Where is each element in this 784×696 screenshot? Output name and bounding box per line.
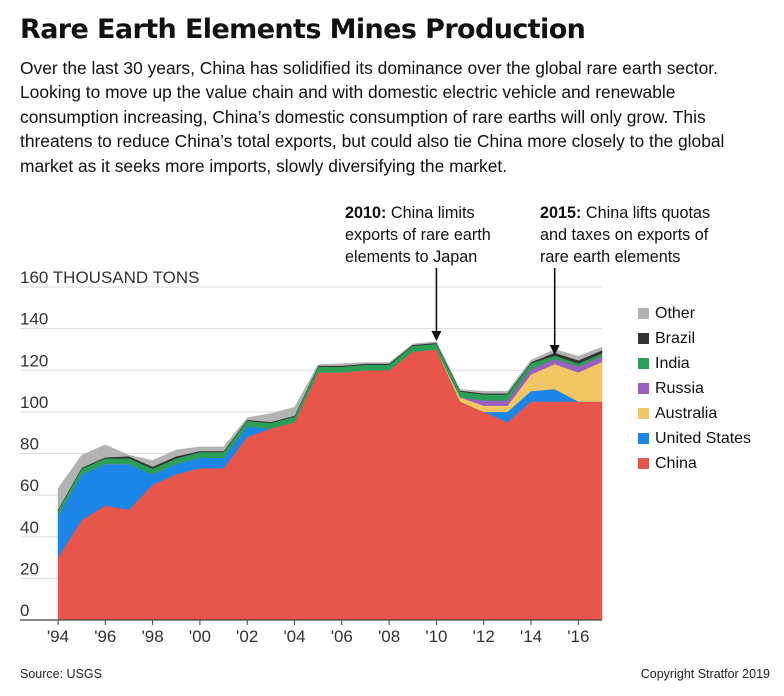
y-tick-label: 0 [20, 601, 29, 620]
y-tick-label: 40 [20, 518, 39, 537]
legend-swatch [638, 458, 649, 469]
chart-title: Rare Earth Elements Mines Production [20, 14, 586, 45]
copyright-note: Copyright Stratfor 2019 [640, 667, 770, 681]
area-other [57, 341, 603, 511]
annotation-2010-text: China limits exports of rare earth eleme… [345, 204, 491, 266]
legend-label: Russia [655, 379, 704, 397]
annotation-2015: 2015: China lifts quotas and taxes on ex… [540, 202, 730, 268]
x-tick-label: '96 [94, 627, 116, 646]
x-tick-label: '08 [378, 627, 400, 646]
x-tick-label: '06 [331, 627, 353, 646]
legend-item-australia: Australia [638, 401, 751, 426]
y-tick-label: 140 [20, 310, 48, 329]
legend-label: India [655, 354, 690, 372]
x-tick-label: '16 [567, 627, 589, 646]
x-tick-label: '00 [189, 627, 211, 646]
x-tick-label: '12 [473, 627, 495, 646]
y-tick-label: 20 [20, 559, 39, 578]
legend: Other Brazil India Russia Australia United St… [638, 301, 751, 476]
annotation-2015-text: China lifts quotas and taxes on exports … [540, 204, 711, 266]
y-tick-label: 80 [20, 435, 39, 454]
legend-label: Australia [655, 404, 718, 422]
legend-swatch [638, 433, 649, 444]
legend-label: China [655, 454, 697, 472]
legend-swatch [638, 308, 649, 319]
legend-swatch [638, 358, 649, 369]
legend-item-other: Other [638, 301, 751, 326]
x-tick-label: '94 [47, 627, 69, 646]
legend-item-russia: Russia [638, 376, 751, 401]
legend-item-united-states: United States [638, 426, 751, 451]
annotation-arrows [431, 268, 560, 355]
y-tick-label: 160 THOUSAND TONS [20, 268, 200, 287]
legend-item-china: China [638, 451, 751, 476]
legend-item-india: India [638, 351, 751, 376]
annotation-2015-year: 2015: [540, 204, 582, 222]
source-note: Source: USGS [20, 667, 102, 681]
legend-swatch [638, 333, 649, 344]
legend-item-brazil: Brazil [638, 326, 751, 351]
y-tick-label: 100 [20, 393, 48, 412]
chart-subtitle: Over the last 30 years, China has solidi… [20, 58, 725, 176]
legend-swatch [638, 383, 649, 394]
legend-label: United States [655, 429, 752, 447]
legend-swatch [638, 408, 649, 419]
x-tick-label: '02 [236, 627, 258, 646]
annotation-2010: 2010: China limits exports of rare earth… [345, 202, 513, 268]
legend-label: Brazil [655, 329, 696, 347]
y-tick-label: 60 [20, 476, 39, 495]
annotation-2010-year: 2010: [345, 204, 387, 222]
x-tick-label: '98 [142, 627, 164, 646]
y-tick-label: 120 [20, 351, 48, 370]
x-tick-label: '04 [283, 627, 305, 646]
x-tick-label: '14 [520, 627, 542, 646]
area-series [57, 341, 603, 621]
x-tick-label: '10 [425, 627, 447, 646]
legend-label: Other [655, 304, 696, 322]
axes: 0 20 40 60 80 100 120 140 160 THOUSAND TONS '94 '9… [20, 268, 602, 646]
